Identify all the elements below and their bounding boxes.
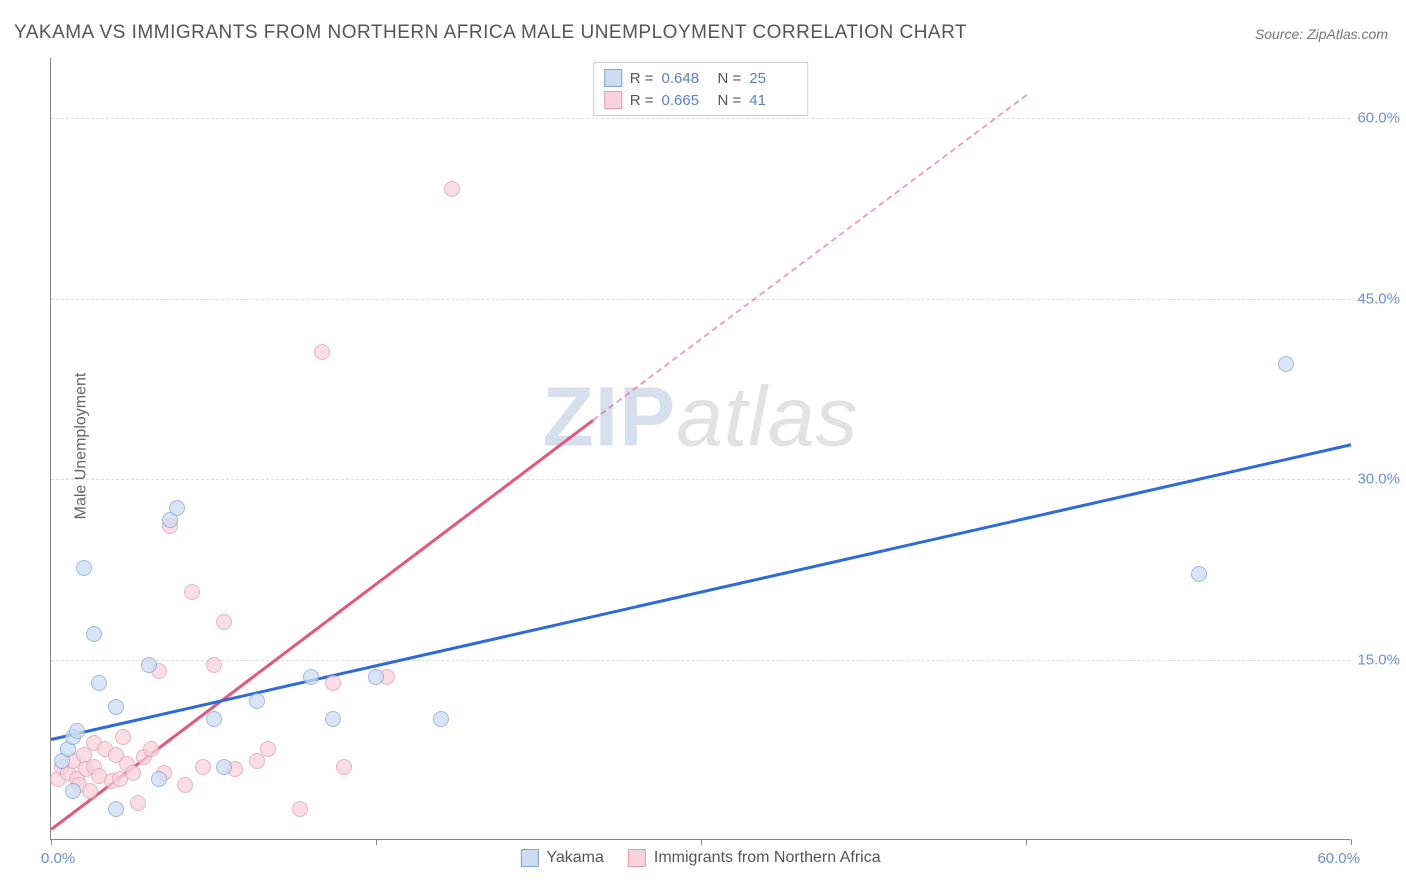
legend-label-immigrants: Immigrants from Northern Africa	[654, 849, 881, 867]
source-attribution: Source: ZipAtlas.com	[1255, 26, 1388, 42]
data-point	[336, 759, 352, 775]
scatter-plot: ZIPatlas R = 0.648 N = 25 R = 0.665 N = …	[50, 58, 1350, 840]
x-tick	[376, 839, 377, 845]
data-point	[325, 675, 341, 691]
r-value-immigrants: 0.665	[662, 92, 710, 109]
source-value: ZipAtlas.com	[1307, 26, 1388, 42]
x-axis-min-label: 0.0%	[41, 850, 75, 867]
y-tick-label: 30.0%	[1340, 471, 1400, 488]
x-tick	[701, 839, 702, 845]
x-tick	[1351, 839, 1352, 845]
legend-swatch-yakama	[520, 849, 538, 867]
x-tick	[51, 839, 52, 845]
y-tick-label: 45.0%	[1340, 290, 1400, 307]
data-point	[86, 626, 102, 642]
watermark: ZIPatlas	[542, 369, 858, 466]
series-legend: Yakama Immigrants from Northern Africa	[520, 849, 880, 867]
legend-row-immigrants: R = 0.665 N = 41	[604, 89, 798, 111]
n-value-immigrants: 41	[749, 92, 797, 109]
gridline	[51, 479, 1350, 480]
data-point	[184, 584, 200, 600]
watermark-part2: atlas	[676, 370, 858, 464]
data-point	[1278, 356, 1294, 372]
gridline	[51, 660, 1350, 661]
legend-item-immigrants: Immigrants from Northern Africa	[628, 849, 881, 867]
source-label: Source:	[1255, 26, 1303, 42]
data-point	[115, 729, 131, 745]
r-label: R =	[630, 70, 654, 87]
y-tick-label: 15.0%	[1340, 651, 1400, 668]
x-tick	[1026, 839, 1027, 845]
data-point	[249, 693, 265, 709]
n-label: N =	[718, 92, 742, 109]
r-value-yakama: 0.648	[662, 70, 710, 87]
data-point	[91, 675, 107, 691]
trend-line	[592, 94, 1027, 420]
chart-title: YAKAMA VS IMMIGRANTS FROM NORTHERN AFRIC…	[14, 22, 967, 44]
data-point	[65, 783, 81, 799]
trend-line	[51, 443, 1352, 740]
data-point	[433, 711, 449, 727]
data-point	[195, 759, 211, 775]
data-point	[260, 741, 276, 757]
data-point	[216, 759, 232, 775]
swatch-yakama	[604, 69, 622, 87]
swatch-immigrants	[604, 91, 622, 109]
data-point	[292, 801, 308, 817]
correlation-legend: R = 0.648 N = 25 R = 0.665 N = 41	[593, 62, 809, 116]
data-point	[143, 741, 159, 757]
data-point	[151, 771, 167, 787]
n-label: N =	[718, 70, 742, 87]
data-point	[76, 560, 92, 576]
x-axis-max-label: 60.0%	[1317, 850, 1360, 867]
data-point	[108, 801, 124, 817]
gridline	[51, 299, 1350, 300]
data-point	[206, 657, 222, 673]
legend-label-yakama: Yakama	[546, 849, 604, 867]
data-point	[69, 723, 85, 739]
data-point	[141, 657, 157, 673]
data-point	[206, 711, 222, 727]
legend-swatch-immigrants	[628, 849, 646, 867]
data-point	[444, 181, 460, 197]
data-point	[169, 500, 185, 516]
r-label: R =	[630, 92, 654, 109]
data-point	[177, 777, 193, 793]
data-point	[325, 711, 341, 727]
legend-item-yakama: Yakama	[520, 849, 604, 867]
data-point	[108, 699, 124, 715]
n-value-yakama: 25	[749, 70, 797, 87]
legend-row-yakama: R = 0.648 N = 25	[604, 67, 798, 89]
data-point	[125, 765, 141, 781]
data-point	[1191, 566, 1207, 582]
y-tick-label: 60.0%	[1340, 110, 1400, 127]
data-point	[368, 669, 384, 685]
data-point	[216, 614, 232, 630]
data-point	[303, 669, 319, 685]
watermark-part1: ZIP	[542, 370, 676, 464]
data-point	[82, 783, 98, 799]
gridline	[51, 118, 1350, 119]
data-point	[314, 344, 330, 360]
data-point	[130, 795, 146, 811]
